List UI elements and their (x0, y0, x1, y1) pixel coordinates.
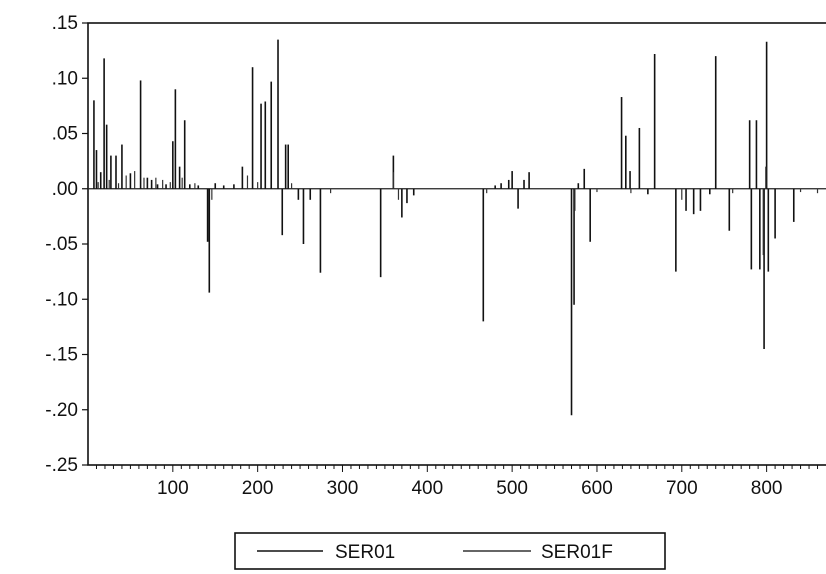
legend: SER01 SER01F (234, 532, 666, 570)
x-tick-label: 700 (666, 478, 698, 499)
y-tick-label: -.05 (45, 234, 78, 255)
y-tick-label: -.15 (45, 345, 78, 366)
y-tick-label: .15 (52, 13, 78, 34)
x-tick-label: 400 (411, 478, 443, 499)
legend-label-ser01f: SER01F (541, 542, 613, 563)
x-tick-label: 200 (242, 478, 274, 499)
x-tick-label: 500 (496, 478, 528, 499)
y-tick-label: .00 (52, 179, 78, 200)
x-tick-label: 300 (327, 478, 359, 499)
x-tick-label: 100 (157, 478, 189, 499)
y-tick-label: .10 (52, 68, 78, 89)
y-tick-label: -.25 (45, 455, 78, 476)
y-tick-label: -.20 (45, 400, 78, 421)
x-tick-label: 800 (751, 478, 783, 499)
axis-group: .15 .10 .05 .00 -.05 -.10 -.15 -.20 -.25 100 200 30… (45, 13, 819, 499)
spikes-group (93, 39, 819, 416)
legend-label-ser01: SER01 (335, 542, 395, 563)
y-tick-label: .05 (52, 124, 78, 145)
y-tick-label: -.10 (45, 289, 78, 310)
x-tick-label: 600 (581, 478, 613, 499)
